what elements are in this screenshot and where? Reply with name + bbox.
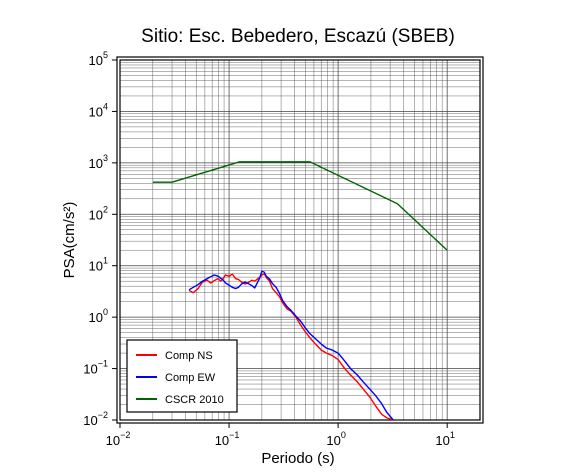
grid (119, 59, 481, 421)
y-tick-label: 102 (89, 204, 108, 222)
legend-label: CSCR 2010 (165, 394, 224, 406)
chart-title: Sitio: Esc. Bebedero, Escazú (SBEB) (141, 26, 455, 47)
y-tick-label: 104 (89, 101, 108, 119)
plot-border (119, 59, 481, 421)
y-tick-label: 10−1 (83, 359, 108, 377)
series-line-cscr-2010 (152, 161, 448, 251)
x-tick-label: 100 (326, 430, 345, 448)
y-tick-label: 103 (89, 153, 108, 171)
x-axis-label: Periodo (s) (261, 450, 334, 467)
y-tick-label: 100 (89, 307, 108, 325)
x-tick-labels: 10−2 10−1 100 101 (106, 423, 455, 448)
series-line-comp-ns (188, 272, 394, 420)
legend: Comp NS Comp EW CSCR 2010 (126, 339, 238, 413)
y-tick-label: 10−2 (83, 410, 108, 428)
axes-frame (116, 56, 484, 424)
x-tick-label: 10−2 (106, 430, 131, 448)
series-line-comp-ew (188, 270, 394, 420)
y-tick-label: 101 (89, 256, 108, 274)
x-tick-label: 101 (435, 430, 454, 448)
y-tick-label: 105 (89, 50, 108, 68)
series-lines (152, 161, 448, 420)
x-tick-label: 10−1 (215, 430, 240, 448)
legend-label: Comp EW (165, 372, 216, 384)
plot-border-outer (116, 56, 484, 424)
y-tick-labels: 10−2 10−1 100 101 102 103 104 105 (83, 50, 117, 428)
y-axis-label: PSA(cm/s²) (61, 202, 78, 279)
legend-label: Comp NS (165, 350, 213, 362)
